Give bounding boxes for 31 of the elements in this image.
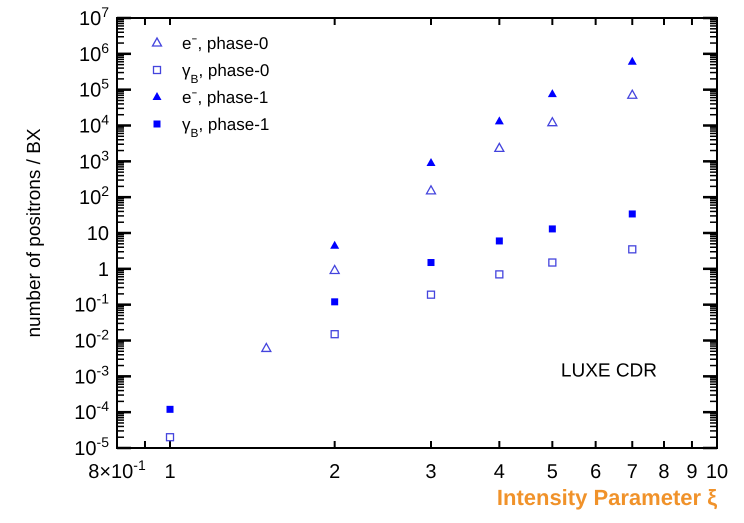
legend-label: γ$_{B}$, phase-1 [182,115,270,140]
y-tick-label: 10 [86,223,109,245]
y-tick-label: 10$^{-3}$ [74,362,110,388]
x-tick-label: 1 [164,461,176,483]
annotation: LUXE CDR [560,360,657,382]
x-tick-label: 8 [658,461,670,483]
x-tick-label: 9 [686,461,698,483]
legend-label: e⁻, phase-0 [182,34,268,53]
y-tick-label: 10$^{-2}$ [74,326,110,352]
legend-label: e⁻, phase-1 [182,88,268,107]
y-tick-label: 10$^{-1}$ [74,290,110,317]
x-tick-label: 5 [546,461,558,483]
y-tick-label: 10$^{-4}$ [74,398,110,424]
legend-label: γ$_{B}$, phase-0 [182,61,270,86]
x-tick-label: 2 [329,461,340,483]
y-tick-label: 10$^{6}$ [78,40,110,66]
y-tick-label: 1 [98,258,109,281]
y-tick-label: 10$^{-5}$ [74,434,110,460]
y-tick-label: 10$^{5}$ [78,76,110,102]
x-tick-label: 7 [626,461,638,483]
x-tick-label: 4 [494,461,505,483]
x-tick-label: 8×10$^{-1}$ [88,457,146,483]
y-tick-label: 10$^{4}$ [78,112,110,138]
y-tick-label: 10$^{3}$ [78,147,110,174]
x-axis-title: Intensity Parameter ξ [496,485,718,510]
y-tick-label: 10$^{7}$ [78,4,110,30]
x-tick-label: 3 [425,461,437,483]
x-tick-label: 10 [706,461,728,483]
y-axis-title: number of positrons / BX [24,128,45,338]
x-tick-label: 6 [590,461,602,483]
y-tick-label: 10$^{2}$ [78,183,110,210]
